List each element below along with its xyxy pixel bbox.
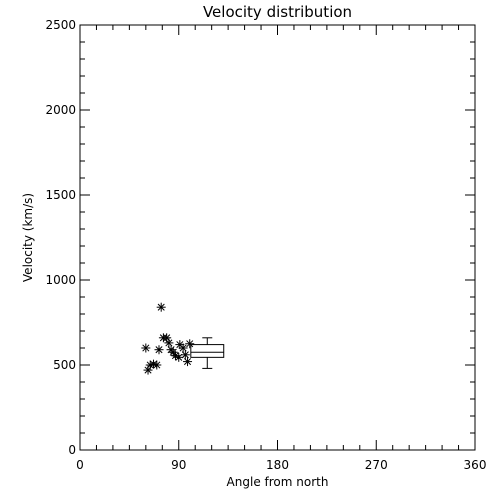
asterisk-stroke bbox=[157, 303, 165, 311]
data-point bbox=[152, 360, 162, 370]
data-point bbox=[141, 343, 151, 353]
y-axis-title: Velocity (km/s) bbox=[21, 193, 35, 282]
asterisk-stroke bbox=[149, 360, 158, 368]
data-point bbox=[180, 350, 190, 360]
box-plot bbox=[190, 337, 225, 369]
x-tick-label: 90 bbox=[171, 458, 186, 472]
x-tick-label: 0 bbox=[76, 458, 84, 472]
asterisk-stroke bbox=[183, 358, 192, 366]
y-tick-label: 1500 bbox=[45, 188, 76, 202]
asterisk-stroke bbox=[155, 346, 163, 354]
x-tick-label: 270 bbox=[365, 458, 388, 472]
asterisk-stroke bbox=[176, 341, 184, 349]
asterisk-stroke bbox=[171, 352, 179, 360]
x-tick-label: 180 bbox=[266, 458, 289, 472]
data-point bbox=[185, 339, 195, 349]
tick-labels: 0 90 180 270 360 0 500 1000 1500 2000 2500 bbox=[45, 18, 486, 472]
asterisk-stroke bbox=[186, 340, 194, 348]
data-points bbox=[141, 302, 195, 375]
y-tick-label: 500 bbox=[53, 358, 76, 372]
asterisk-stroke bbox=[165, 339, 173, 347]
chart-title: Velocity distribution bbox=[203, 3, 352, 21]
y-tick-label: 2500 bbox=[45, 18, 76, 32]
data-point bbox=[178, 343, 188, 353]
asterisk-stroke bbox=[142, 344, 150, 352]
box-iqr bbox=[190, 344, 225, 358]
x-tick-label: 360 bbox=[464, 458, 487, 472]
data-point bbox=[164, 338, 174, 348]
y-tick-label: 0 bbox=[68, 443, 76, 457]
data-point bbox=[183, 357, 193, 367]
y-tick-label: 1000 bbox=[45, 273, 76, 287]
asterisk-stroke bbox=[179, 344, 187, 352]
asterisk-stroke bbox=[169, 348, 177, 356]
data-point bbox=[174, 352, 184, 362]
asterisk-stroke bbox=[181, 351, 189, 359]
axis-ticks bbox=[79, 24, 476, 451]
asterisk-stroke bbox=[153, 361, 161, 369]
y-tick-label: 2000 bbox=[45, 103, 76, 117]
asterisk-stroke bbox=[163, 334, 171, 342]
data-point bbox=[154, 345, 164, 355]
data-point bbox=[156, 302, 166, 312]
plot-frame bbox=[79, 24, 476, 451]
x-axis-title: Angle from north bbox=[227, 475, 329, 489]
